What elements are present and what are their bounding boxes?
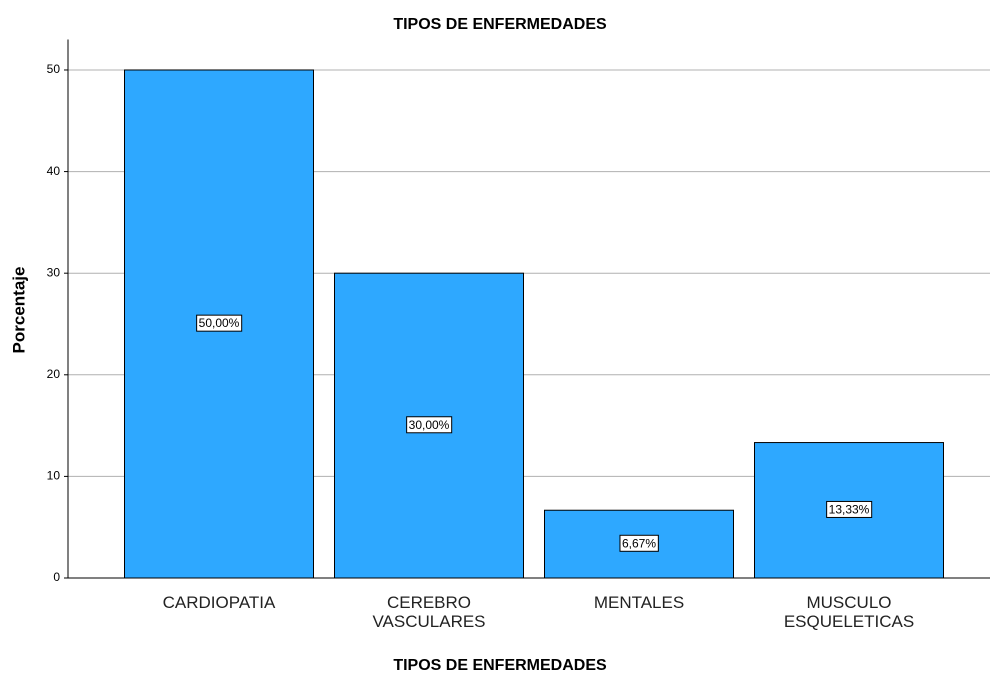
value-label-box (406, 416, 453, 434)
value-label-text: 13,33% (829, 502, 870, 516)
value-label: 30,00% (406, 416, 453, 434)
value-label: 50,00% (196, 314, 243, 332)
x-tick-label: MUSCULO ESQUELETICAS (783, 593, 915, 631)
y-tick-label: 40 (47, 164, 61, 178)
value-label-box (826, 500, 873, 518)
y-tick-label: 30 (47, 265, 61, 279)
value-label: 6,67% (619, 534, 659, 552)
x-axis-label: TIPOS DE ENFERMEDADES (393, 657, 607, 674)
y-tick-label: 20 (47, 367, 61, 381)
value-label-text: 6,67% (622, 536, 656, 550)
value-label-box (196, 314, 243, 332)
x-tick-label: CARDIOPATIA (162, 593, 276, 612)
y-tick-label: 50 (47, 62, 61, 76)
value-label-box (619, 534, 659, 552)
y-axis-label: Porcentaje (9, 267, 28, 354)
y-tick-label: 10 (47, 469, 61, 483)
x-tick-label: CEREBRO VASCULARES (372, 593, 486, 631)
value-label-text: 50,00% (199, 316, 240, 330)
value-label: 13,33% (826, 500, 873, 518)
y-tick-label: 0 (53, 570, 60, 584)
value-label-text: 30,00% (409, 418, 450, 432)
chart-title: TIPOS DE ENFERMEDADES (393, 16, 607, 33)
x-tick-label: MENTALES (593, 593, 685, 612)
